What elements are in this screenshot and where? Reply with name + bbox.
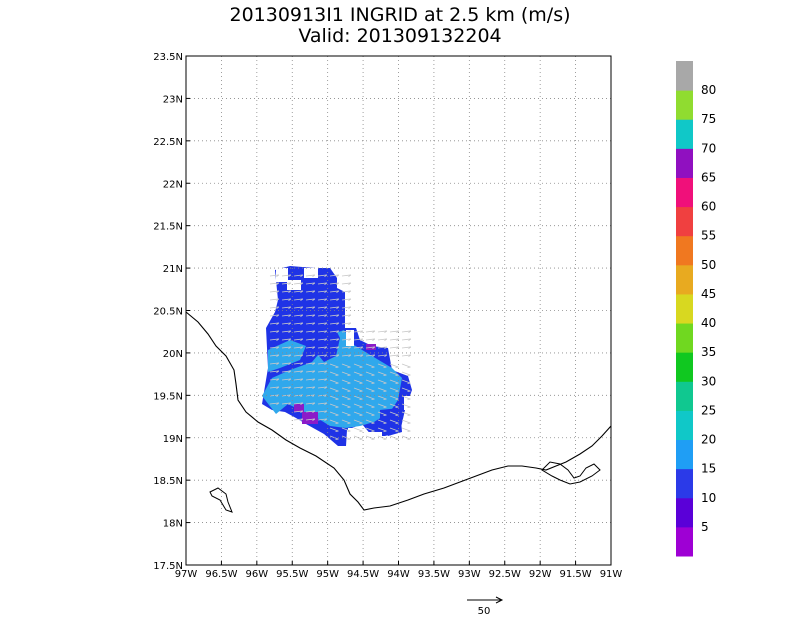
lat-tick-label: 18N xyxy=(163,519,183,530)
colorbar-label: 35 xyxy=(701,345,716,359)
colorbar-swatch xyxy=(676,526,693,557)
colorbar-swatch xyxy=(676,90,693,120)
colorbar-label: 20 xyxy=(701,433,716,447)
colorbar-swatch xyxy=(676,497,693,528)
colorbar-swatch xyxy=(676,61,693,91)
wind-region-dark-center xyxy=(314,326,340,362)
colorbar-swatch xyxy=(676,206,693,237)
colorbar-label: 65 xyxy=(701,170,716,184)
lon-tick-label: 96.5W xyxy=(205,569,237,580)
scale-arrow-label: 50 xyxy=(478,606,491,617)
lat-tick-label: 20.5N xyxy=(153,307,183,318)
longitude-labels: 97W 96.5W 96W 95.5W 95W 94.5W 94W 93.5W 93W 92.5W… xyxy=(175,561,623,580)
colorbar-swatch xyxy=(676,119,693,149)
lat-tick-label: 18.5N xyxy=(153,476,183,487)
valid-time: Valid: 201309132204 xyxy=(298,25,502,47)
lon-tick-label: 93.5W xyxy=(418,569,450,580)
colorbar-label: 25 xyxy=(701,403,716,417)
latitude-labels: 17.5N 18N 18.5N 19N 19.5N 20N 20.5N 21N 21.5N 22N… xyxy=(153,52,190,572)
lat-tick-label: 21N xyxy=(163,264,183,275)
colorbar-swatch xyxy=(676,293,693,324)
colorbar-label: 40 xyxy=(701,316,716,330)
colorbar-swatch xyxy=(676,323,693,353)
lat-tick-label: 22N xyxy=(163,179,183,190)
lon-tick-label: 96W xyxy=(246,569,269,580)
lon-tick-label: 94W xyxy=(387,569,410,580)
wind-vectors xyxy=(269,274,412,440)
coastline-island xyxy=(209,487,233,513)
colorbar-swatch xyxy=(676,177,693,208)
colorbar-swatch xyxy=(676,148,693,178)
colorbar-swatch xyxy=(676,468,693,499)
lon-tick-label: 97W xyxy=(175,569,198,580)
colorbar-label: 5 xyxy=(701,520,709,534)
colorbar-label: 70 xyxy=(701,141,716,155)
lon-tick-label: 91W xyxy=(600,569,623,580)
lat-tick-label: 17.5N xyxy=(153,561,183,572)
colorbar-swatch xyxy=(676,410,693,441)
lat-tick-label: 19N xyxy=(163,434,183,445)
colorbar-label: 75 xyxy=(701,112,716,126)
colorbar-label: 55 xyxy=(701,229,716,243)
colorbar-label: 50 xyxy=(701,258,716,272)
lat-tick-label: 23N xyxy=(163,94,183,105)
colorbar-swatch xyxy=(676,352,693,382)
coastline xyxy=(185,311,612,511)
chart-title: 20130913I1 INGRID at 2.5 km (m/s) xyxy=(229,4,571,26)
lat-tick-label: 21.5N xyxy=(153,222,183,233)
lon-tick-label: 91.5W xyxy=(560,569,592,580)
lon-tick-label: 92.5W xyxy=(489,569,521,580)
scale-arrow: 50 xyxy=(467,596,504,617)
colorbar xyxy=(676,61,693,557)
coastline-lagoon xyxy=(541,461,601,485)
colorbar-swatch xyxy=(676,264,693,295)
colorbar-label: 10 xyxy=(701,491,716,505)
lat-tick-label: 22.5N xyxy=(153,137,183,148)
lon-tick-label: 93W xyxy=(458,569,481,580)
wind-region-purple-3 xyxy=(294,404,304,412)
lon-tick-label: 92W xyxy=(529,569,552,580)
lon-tick-label: 95W xyxy=(316,569,339,580)
colorbar-label: 15 xyxy=(701,462,716,476)
lon-tick-label: 94.5W xyxy=(347,569,379,580)
colorbar-label: 45 xyxy=(701,287,716,301)
colorbar-labels: 5 10 15 20 25 30 35 40 45 50 55 60 65 70 75 80 xyxy=(701,83,716,534)
colorbar-label: 30 xyxy=(701,374,716,388)
lat-tick-label: 20N xyxy=(163,349,183,360)
colorbar-swatch xyxy=(676,381,693,411)
colorbar-swatch xyxy=(676,439,693,470)
wind-region-purple xyxy=(302,412,318,424)
colorbar-swatch xyxy=(676,235,693,266)
colorbar-label: 80 xyxy=(701,83,716,97)
lat-lon-grid xyxy=(186,56,611,565)
lat-tick-label: 19.5N xyxy=(153,391,183,402)
lat-tick-label: 23.5N xyxy=(153,52,183,63)
colorbar-label: 60 xyxy=(701,200,716,214)
lon-tick-label: 95.5W xyxy=(276,569,308,580)
